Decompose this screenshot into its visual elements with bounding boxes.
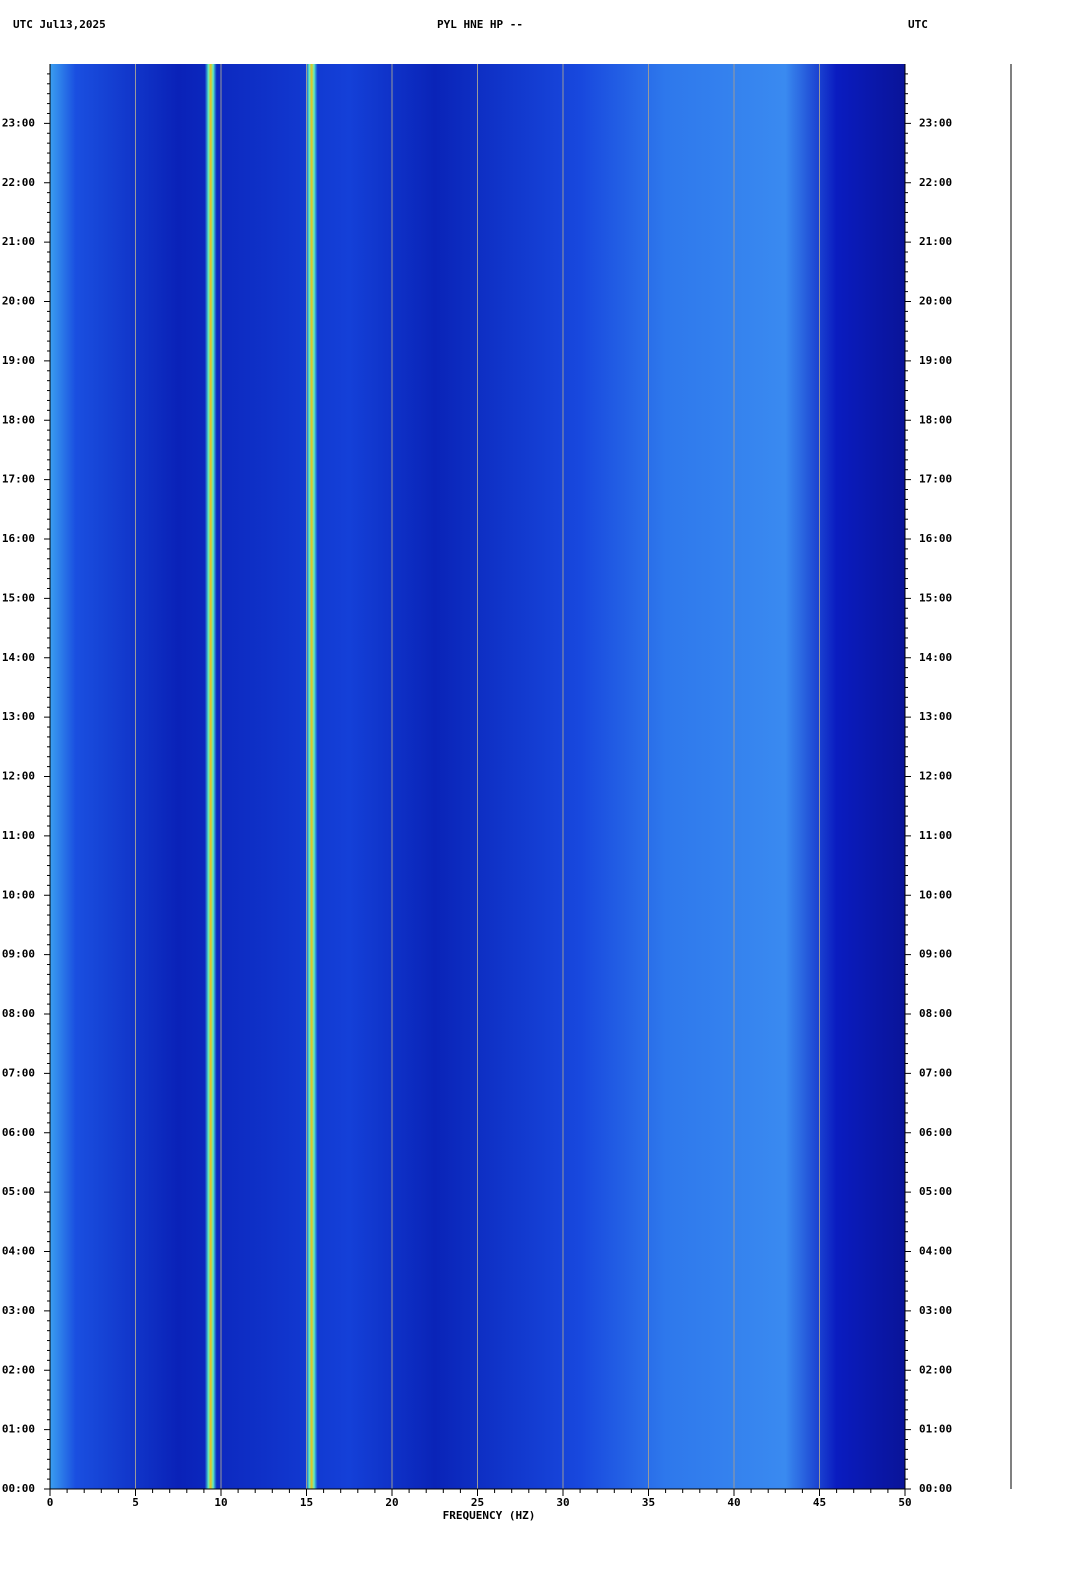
y-tick-label: 09:00 xyxy=(2,948,35,961)
y-tick-label: 01:00 xyxy=(2,1423,35,1436)
y-tick-label: 20:00 xyxy=(2,295,35,308)
y-tick-label-right: 02:00 xyxy=(919,1363,952,1376)
y-tick-label: 05:00 xyxy=(2,1185,35,1198)
x-tick-label: 20 xyxy=(385,1496,398,1509)
y-tick-label-right: 21:00 xyxy=(919,235,952,248)
y-tick-label: 08:00 xyxy=(2,1007,35,1020)
y-tick-label-right: 09:00 xyxy=(919,948,952,961)
y-tick-label: 06:00 xyxy=(2,1126,35,1139)
y-tick-label-right: 04:00 xyxy=(919,1245,952,1258)
right-header: UTC xyxy=(908,18,928,31)
y-tick-label: 04:00 xyxy=(2,1245,35,1258)
y-tick-label: 17:00 xyxy=(2,473,35,486)
left-header: UTC Jul13,2025 xyxy=(13,18,106,31)
y-tick-label-right: 01:00 xyxy=(919,1423,952,1436)
spectral-line xyxy=(305,64,318,1489)
x-tick-label: 35 xyxy=(642,1496,655,1509)
y-tick-label-right: 13:00 xyxy=(919,710,952,723)
x-tick-label: 50 xyxy=(898,1496,911,1509)
y-tick-label-right: 15:00 xyxy=(919,591,952,604)
y-tick-label-right: 23:00 xyxy=(919,116,952,129)
y-tick-label-right: 22:00 xyxy=(919,176,952,189)
y-tick-label: 13:00 xyxy=(2,710,35,723)
y-tick-label: 21:00 xyxy=(2,235,35,248)
spectral-line xyxy=(204,64,217,1489)
y-tick-label: 15:00 xyxy=(2,591,35,604)
y-tick-label: 23:00 xyxy=(2,116,35,129)
chart-title: PYL HNE HP -- xyxy=(437,18,523,31)
y-tick-label-right: 07:00 xyxy=(919,1066,952,1079)
y-tick-label: 22:00 xyxy=(2,176,35,189)
y-tick-label: 19:00 xyxy=(2,354,35,367)
y-tick-label: 00:00 xyxy=(2,1482,35,1495)
y-tick-label: 18:00 xyxy=(2,413,35,426)
y-tick-label-right: 11:00 xyxy=(919,829,952,842)
y-tick-label: 02:00 xyxy=(2,1363,35,1376)
x-tick-label: 0 xyxy=(47,1496,54,1509)
x-tick-label: 5 xyxy=(132,1496,139,1509)
y-tick-label-right: 00:00 xyxy=(919,1482,952,1495)
x-axis-label: FREQUENCY (HZ) xyxy=(443,1509,536,1522)
x-tick-label: 40 xyxy=(727,1496,740,1509)
y-tick-label: 12:00 xyxy=(2,770,35,783)
x-tick-label: 15 xyxy=(300,1496,313,1509)
y-tick-label-right: 18:00 xyxy=(919,413,952,426)
y-tick-label: 10:00 xyxy=(2,888,35,901)
x-tick-label: 10 xyxy=(214,1496,227,1509)
y-tick-label-right: 10:00 xyxy=(919,888,952,901)
y-tick-label-right: 16:00 xyxy=(919,532,952,545)
y-tick-label-right: 19:00 xyxy=(919,354,952,367)
y-tick-label: 07:00 xyxy=(2,1066,35,1079)
y-tick-label-right: 03:00 xyxy=(919,1304,952,1317)
y-tick-label-right: 12:00 xyxy=(919,770,952,783)
x-tick-label: 25 xyxy=(471,1496,484,1509)
x-tick-label: 45 xyxy=(813,1496,826,1509)
y-tick-label-right: 08:00 xyxy=(919,1007,952,1020)
y-tick-label: 14:00 xyxy=(2,651,35,664)
y-tick-label-right: 06:00 xyxy=(919,1126,952,1139)
y-tick-label-right: 05:00 xyxy=(919,1185,952,1198)
y-tick-label: 03:00 xyxy=(2,1304,35,1317)
y-tick-label-right: 17:00 xyxy=(919,473,952,486)
x-tick-label: 30 xyxy=(556,1496,569,1509)
y-tick-label: 11:00 xyxy=(2,829,35,842)
y-tick-label: 16:00 xyxy=(2,532,35,545)
y-tick-label-right: 14:00 xyxy=(919,651,952,664)
y-tick-label-right: 20:00 xyxy=(919,295,952,308)
